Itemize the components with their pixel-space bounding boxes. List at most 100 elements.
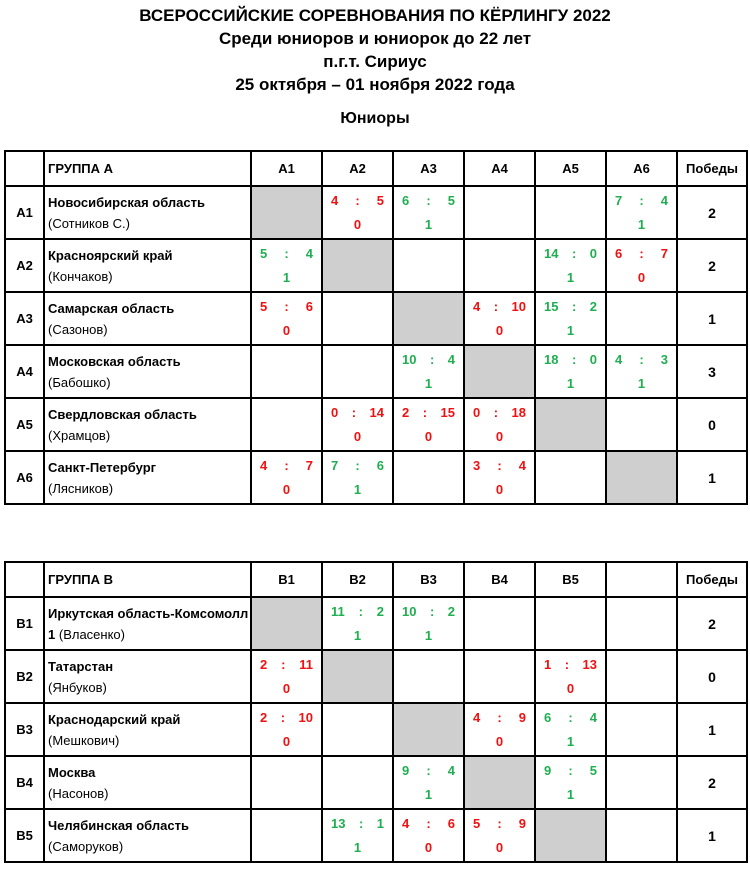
coach-name: (Лясников) (48, 480, 114, 496)
empty-cell (392, 450, 465, 505)
empty-cell (605, 755, 678, 810)
team-cell: Самарская область (Сазонов) (43, 291, 252, 346)
empty-cell (534, 596, 607, 651)
match-points: 0 (282, 322, 291, 338)
match-points: 1 (353, 481, 362, 497)
team-cell: Москва (Насонов) (43, 755, 252, 810)
team-cell: Красноярский край (Кончаков) (43, 238, 252, 293)
diagonal-cell (392, 702, 465, 757)
match-result: 10:4 1 (392, 344, 465, 399)
match-points: 1 (424, 375, 433, 391)
empty-cell (605, 291, 678, 346)
column-header (605, 561, 678, 598)
match-result: 14:0 1 (534, 238, 607, 293)
empty-cell (534, 185, 607, 240)
group-name: ГРУППА А (43, 150, 252, 187)
match-points: 1 (566, 375, 575, 391)
empty-cell (321, 755, 394, 810)
diagonal-cell (605, 450, 678, 505)
match-result: 2:10 0 (250, 702, 323, 757)
empty-cell (321, 291, 394, 346)
coach-name: (Саморуков) (48, 838, 124, 854)
team-cell: Краснодарский край (Мешкович) (43, 702, 252, 757)
table-row: А4 Московская область (Бабошко) 10:4 1 18:0 1 4… (4, 344, 748, 399)
wins-count: 0 (676, 649, 748, 704)
match-points: 1 (424, 786, 433, 802)
wins-count: 3 (676, 344, 748, 399)
match-result: 15:2 1 (534, 291, 607, 346)
column-header: А3 (392, 150, 465, 187)
team-name: Челябинская область (48, 817, 189, 833)
column-header: В5 (534, 561, 607, 598)
coach-name: (Насонов) (48, 785, 109, 801)
table-row: В3 Краснодарский край (Мешкович) 2:10 0 4:9 0 6… (4, 702, 748, 757)
table-row: А3 Самарская область (Сазонов) 5:6 0 4:10 0 15:… (4, 291, 748, 346)
match-points: 0 (566, 680, 575, 696)
team-cell: Татарстан (Янбуков) (43, 649, 252, 704)
match-result: 0:14 0 (321, 397, 394, 452)
document-header: ВСЕРОССИЙСКИЕ СОРЕВНОВАНИЯ ПО КЁРЛИНГУ 2… (0, 0, 750, 130)
coach-name: (Сотников С.) (48, 215, 130, 231)
team-code: В2 (4, 649, 45, 704)
empty-cell (605, 702, 678, 757)
empty-cell (250, 397, 323, 452)
column-header: В2 (321, 561, 394, 598)
team-cell: Челябинская область (Саморуков) (43, 808, 252, 863)
team-cell: Новосибирская область (Сотников С.) (43, 185, 252, 240)
match-points: 1 (282, 269, 291, 285)
match-result: 13:1 1 (321, 808, 394, 863)
diagonal-cell (321, 649, 394, 704)
match-points: 0 (495, 428, 504, 444)
table-row: А2 Красноярский край (Кончаков) 5:4 1 14:0 1 6:… (4, 238, 748, 293)
match-result: 18:0 1 (534, 344, 607, 399)
match-points: 1 (353, 627, 362, 643)
table-header: ГРУППА А А1 А2 А3 А4 А5 А6 Победы (4, 150, 748, 187)
match-result: 10:2 1 (392, 596, 465, 651)
coach-name: (Храмцов) (48, 427, 111, 443)
diagonal-cell (392, 291, 465, 346)
group-table: ГРУППА В В1 В2 В3 В4 В5 Победы В1 Иркутская обла… (4, 561, 748, 863)
table-row: В2 Татарстан (Янбуков) 2:11 0 1:13 0 0 (4, 649, 748, 704)
match-points: 0 (424, 428, 433, 444)
match-points: 0 (495, 481, 504, 497)
team-code: А5 (4, 397, 45, 452)
wins-header: Победы (676, 561, 748, 598)
empty-cell (463, 185, 536, 240)
wins-count: 2 (676, 185, 748, 240)
table-header: ГРУППА В В1 В2 В3 В4 В5 Победы (4, 561, 748, 598)
coach-name: (Мешкович) (48, 732, 120, 748)
column-header: А6 (605, 150, 678, 187)
empty-cell (250, 344, 323, 399)
match-result: 11:2 1 (321, 596, 394, 651)
table-row: А6 Санкт-Петербург (Лясников) 4:7 0 7:6 1 3:4 0 1 (4, 450, 748, 505)
match-points: 0 (495, 839, 504, 855)
team-name: Московская область (48, 353, 181, 369)
match-points: 1 (637, 375, 646, 391)
column-header: А4 (463, 150, 536, 187)
coach-name: (Бабошко) (48, 374, 111, 390)
empty-cell (605, 596, 678, 651)
match-result: 2:11 0 (250, 649, 323, 704)
team-cell: Свердловская область (Храмцов) (43, 397, 252, 452)
team-code: А1 (4, 185, 45, 240)
team-code: В5 (4, 808, 45, 863)
coach-name: (Кончаков) (48, 268, 113, 284)
group-name: ГРУППА В (43, 561, 252, 598)
empty-cell (534, 450, 607, 505)
team-code: В4 (4, 755, 45, 810)
wins-count: 1 (676, 450, 748, 505)
wins-count: 2 (676, 596, 748, 651)
diagonal-cell (534, 397, 607, 452)
match-points: 1 (566, 269, 575, 285)
match-points: 1 (424, 627, 433, 643)
team-name: Москва (48, 764, 96, 780)
team-code: В3 (4, 702, 45, 757)
team-name: Краснодарский край (48, 711, 181, 727)
team-code: В1 (4, 596, 45, 651)
